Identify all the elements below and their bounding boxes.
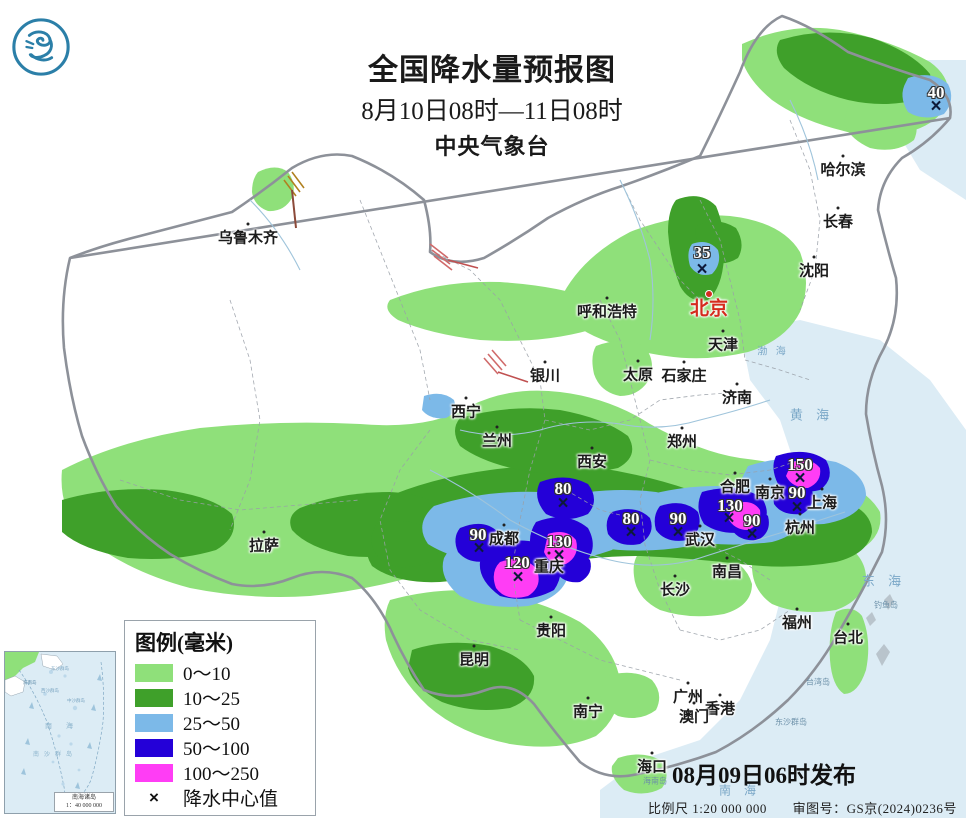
legend-range-label: 100～250: [183, 764, 260, 785]
city-dot: [686, 681, 690, 685]
legend-color-swatch: [135, 688, 173, 707]
city-dot: [812, 255, 816, 259]
legend-row: 100～250: [135, 760, 307, 785]
legend-range-label: 0～10: [183, 664, 231, 685]
city-dot: [262, 530, 266, 534]
city-dot: [590, 446, 594, 450]
legend-color-swatch: [135, 763, 173, 782]
city-dot: [636, 359, 640, 363]
legend-box: 图例(毫米) 0～10 10～25 25～50 50～100 100～250 × 降水中…: [124, 620, 316, 816]
city-dot: [718, 693, 722, 697]
legend-range-label: 10～25: [183, 689, 241, 710]
legend-row: 0～10: [135, 660, 307, 685]
inset-map-graphic: 南 海 南沙群岛 东沙群岛 中沙群岛 西沙群岛 海南岛: [5, 652, 115, 813]
forecast-period: 8月10日08时—11日08时: [361, 98, 623, 126]
legend-center-label: 降水中心值: [183, 789, 279, 810]
city-dot: [692, 701, 696, 705]
approval-number: 审图号：GS京(2024)0236号: [792, 801, 957, 816]
city-dot: [698, 524, 702, 528]
legend-row: 50～100: [135, 735, 307, 760]
footer-meta: 比例尺 1:20 000 000 审图号：GS京(2024)0236号: [648, 798, 966, 817]
legend-range-label: 50～100: [183, 739, 250, 760]
city-dot: [735, 382, 739, 386]
svg-text:南 海: 南 海: [45, 721, 79, 730]
map-hatch-marks: [283, 171, 529, 383]
svg-text:东沙群岛: 东沙群岛: [51, 665, 69, 672]
city-dot: [472, 644, 476, 648]
map-scale: 比例尺 1:20 000 000: [648, 801, 767, 816]
city-dot: [547, 551, 551, 555]
legend-row: 25～50: [135, 710, 307, 735]
city-dot: [680, 426, 684, 430]
svg-text:海南岛: 海南岛: [23, 679, 37, 686]
inset-title: 南海诸岛: [71, 794, 96, 801]
city-dot: [464, 396, 468, 400]
island-markers: [866, 594, 894, 666]
issue-time: 08月09日06时发布: [672, 763, 856, 788]
city-dot: [846, 622, 850, 626]
city-dot: [733, 471, 737, 475]
cma-dragon-logo: [12, 18, 70, 76]
legend-row: 10～25: [135, 685, 307, 710]
city-dot: [650, 751, 654, 755]
city-dot: [841, 154, 845, 158]
svg-text:西沙群岛: 西沙群岛: [41, 687, 59, 694]
city-dot: [502, 523, 506, 527]
legend-title: 图例(毫米): [135, 631, 233, 655]
issuer-name: 中央气象台: [434, 134, 550, 160]
city-dot: [495, 425, 499, 429]
legend-color-swatch: [135, 663, 173, 682]
city-dot: [798, 512, 802, 516]
city-dot: [721, 329, 725, 333]
legend-rows: 0～10 10～25 25～50 50～100 100～250: [135, 660, 307, 785]
legend-row-center-value: × 降水中心值: [135, 785, 307, 811]
city-dot: [795, 607, 799, 611]
rivers: [249, 99, 846, 566]
city-dot: [605, 296, 609, 300]
city-dot: [836, 206, 840, 210]
province-borders: [119, 119, 821, 681]
city-dot: [682, 360, 686, 364]
city-dot: [586, 696, 590, 700]
city-dot: [549, 615, 553, 619]
precip-center-marker-icon: ×: [149, 787, 159, 807]
legend-range-label: 25～50: [183, 714, 241, 735]
inset-scale: 1：40 000 000: [65, 802, 102, 809]
svg-text:中沙群岛: 中沙群岛: [67, 697, 85, 704]
city-dot: [673, 574, 677, 578]
precip-band-100-250: [493, 460, 821, 598]
city-dot: [768, 477, 772, 481]
svg-text:南沙群岛: 南沙群岛: [33, 750, 77, 758]
city-dot: [820, 487, 824, 491]
city-dot: [705, 290, 713, 298]
inset-scale-box: 南海诸岛 1：40 000 000: [54, 791, 114, 812]
city-dot: [543, 360, 547, 364]
south-china-sea-inset: 南 海 南沙群岛 东沙群岛 中沙群岛 西沙群岛 海南岛 南海诸岛 1：40 00…: [4, 651, 116, 814]
page-title: 全国降水量预报图: [368, 54, 616, 87]
legend-color-swatch: [135, 738, 173, 757]
title-block: 全国降水量预报图 8月10日08时—11日08时 中央气象台: [322, 52, 662, 162]
legend-color-swatch: [135, 713, 173, 732]
city-dot: [725, 556, 729, 560]
national-border: [61, 14, 952, 778]
sea-area: [600, 320, 966, 818]
city-dot: [246, 222, 250, 226]
